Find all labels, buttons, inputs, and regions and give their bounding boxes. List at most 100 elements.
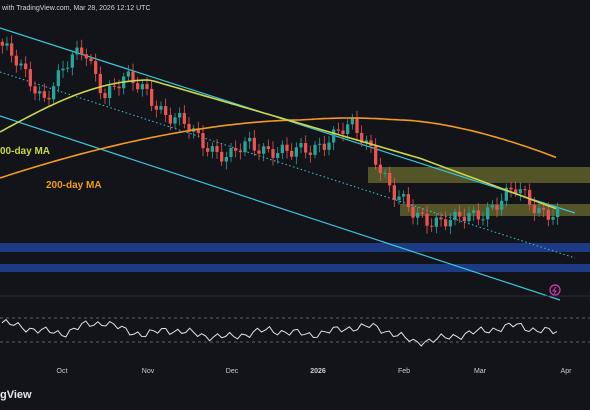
candle <box>14 49 18 73</box>
candle <box>47 90 51 108</box>
x-tick-label: Dec <box>226 368 239 375</box>
candle <box>5 36 9 51</box>
candle <box>332 126 336 151</box>
candle-body <box>388 172 392 186</box>
ma100-label: 00-day MA <box>0 146 50 157</box>
candle <box>28 61 32 92</box>
candle-body <box>402 194 406 197</box>
candle <box>430 218 434 232</box>
channel-mid-line <box>0 71 576 259</box>
candle <box>70 50 74 76</box>
lightning-icon <box>552 286 557 295</box>
candle-body <box>458 211 462 217</box>
candle <box>453 208 457 226</box>
candle-body <box>318 143 322 145</box>
candle <box>257 143 261 161</box>
x-tick-label: Mar <box>474 368 487 375</box>
candle-body <box>448 219 452 227</box>
candle-body <box>360 132 364 143</box>
candle <box>500 193 504 216</box>
candle-body <box>518 189 522 194</box>
candle-body <box>341 130 345 134</box>
candle <box>523 185 527 197</box>
event-marker[interactable] <box>549 284 561 296</box>
candle <box>425 206 429 234</box>
candle-body <box>271 149 275 158</box>
candle <box>103 88 107 104</box>
candle-body <box>234 148 238 151</box>
candle <box>458 205 462 223</box>
candle-body <box>136 83 140 90</box>
rsi-line <box>1 318 558 347</box>
candle-body <box>66 67 70 69</box>
candle <box>276 147 280 164</box>
candle <box>33 81 37 101</box>
candle <box>0 38 4 54</box>
candle <box>504 183 508 207</box>
candle <box>56 64 60 93</box>
candle-body <box>332 129 336 143</box>
candle-body <box>14 55 18 66</box>
candle <box>290 143 294 160</box>
candle-body <box>257 150 261 154</box>
candle-body <box>378 164 382 173</box>
candle-body <box>28 69 32 87</box>
candle-body <box>299 143 303 148</box>
candle-body <box>453 211 457 220</box>
candle-body <box>215 146 219 152</box>
x-tick-label: Nov <box>142 368 155 375</box>
candle <box>285 137 289 159</box>
candle <box>19 59 23 70</box>
ma100-line <box>0 79 557 210</box>
candle-body <box>126 71 130 77</box>
candle-body <box>70 54 74 68</box>
logo-text: gView <box>0 389 32 401</box>
candle-body <box>355 118 359 133</box>
candle-body <box>439 217 443 220</box>
candle <box>481 211 485 226</box>
candle-body <box>150 88 154 106</box>
supply-zone-upper <box>368 167 590 183</box>
candle-body <box>276 153 280 158</box>
candle-body <box>462 216 466 222</box>
candle-body <box>532 204 536 214</box>
candle <box>556 202 560 225</box>
candle <box>486 202 490 227</box>
candle <box>80 39 84 61</box>
ma200-line <box>0 117 557 179</box>
candle-body <box>444 219 448 227</box>
ma200-label: 200-day MA <box>46 180 102 191</box>
candle <box>187 117 191 139</box>
candle-body <box>10 43 14 56</box>
candle <box>248 131 252 150</box>
candles <box>0 35 560 235</box>
candle <box>355 110 359 141</box>
candle-body <box>336 129 340 131</box>
candle-body <box>61 68 65 71</box>
candle-body <box>206 148 210 152</box>
event-marker-circle <box>549 284 561 296</box>
candle-body <box>262 146 266 154</box>
candle-body <box>486 207 490 220</box>
candle <box>84 48 88 66</box>
tradingview-logo: gView <box>0 389 32 401</box>
candle-body <box>490 205 494 208</box>
candle <box>262 143 266 162</box>
candle <box>178 107 182 126</box>
candle-body <box>420 212 424 214</box>
candle <box>66 61 70 73</box>
candle <box>411 199 415 225</box>
candle-body <box>75 47 79 55</box>
candle <box>98 66 102 99</box>
candle <box>38 86 42 101</box>
candle-body <box>38 91 42 94</box>
candle <box>159 101 163 114</box>
candle <box>94 53 98 82</box>
candle-body <box>243 141 247 153</box>
candle-body <box>346 124 350 134</box>
candle <box>397 190 401 205</box>
candle-body <box>201 133 205 149</box>
candle <box>168 107 172 131</box>
